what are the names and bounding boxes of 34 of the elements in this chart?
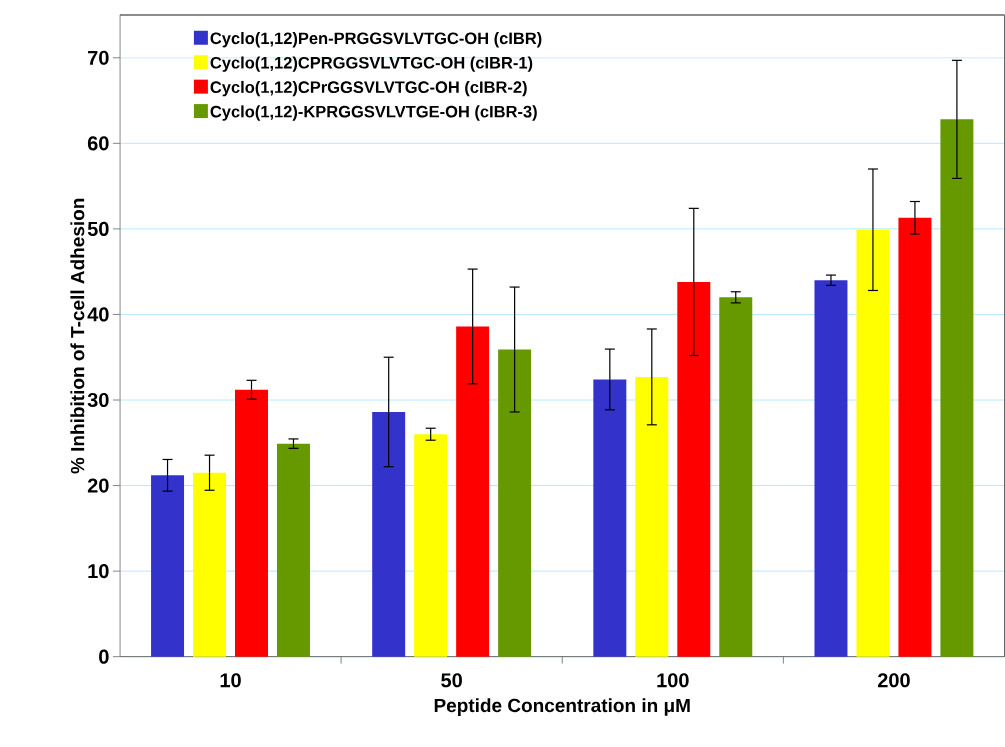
- x-tick-label: 10: [220, 673, 241, 688]
- legend-label: Cyclo(1,12)-KPRGGSVLVTGE-OH (cIBR-3): [210, 105, 537, 121]
- y-tick-label: 50: [87, 222, 109, 237]
- x-axis-title: Peptide Concentration in μM: [434, 698, 690, 717]
- legend-label: Cyclo(1,12)Pen-PRGGSVLVTGC-OH (cIBR): [210, 32, 542, 48]
- legend-label: Cyclo(1,12)CPrGGSVLVTGC-OH (cIBR-2): [210, 81, 527, 97]
- x-tick-label: 200: [877, 673, 910, 688]
- y-tick-label: 20: [87, 478, 109, 493]
- bar: [498, 349, 532, 657]
- bar: [719, 297, 753, 657]
- bar: [898, 217, 932, 657]
- bar: [856, 229, 890, 657]
- x-tick-label: 50: [441, 673, 462, 688]
- bar: [414, 434, 448, 657]
- y-axis-title: % Inhibition of T-cell Adhesion: [70, 198, 85, 474]
- y-tick-label: 70: [88, 50, 109, 66]
- legend-label: Cyclo(1,12)CPRGGSVLVTGC-OH (cIBR-1): [210, 56, 533, 73]
- y-tick-label: 10: [88, 564, 109, 579]
- bar: [235, 389, 268, 657]
- y-tick-label: 0: [99, 649, 109, 664]
- bar: [372, 412, 406, 657]
- y-tick-label: 60: [87, 136, 109, 151]
- bar: [814, 280, 848, 657]
- x-tick-label: 100: [657, 673, 689, 688]
- bar: [677, 282, 711, 657]
- bar: [193, 472, 227, 657]
- bar: [593, 379, 627, 657]
- bar: [940, 119, 974, 657]
- y-tick-label: 40: [87, 307, 109, 322]
- bar: [635, 377, 669, 657]
- bar: [151, 475, 185, 657]
- bar: [276, 443, 310, 657]
- bar: [456, 326, 490, 657]
- y-tick-label: 30: [87, 393, 109, 408]
